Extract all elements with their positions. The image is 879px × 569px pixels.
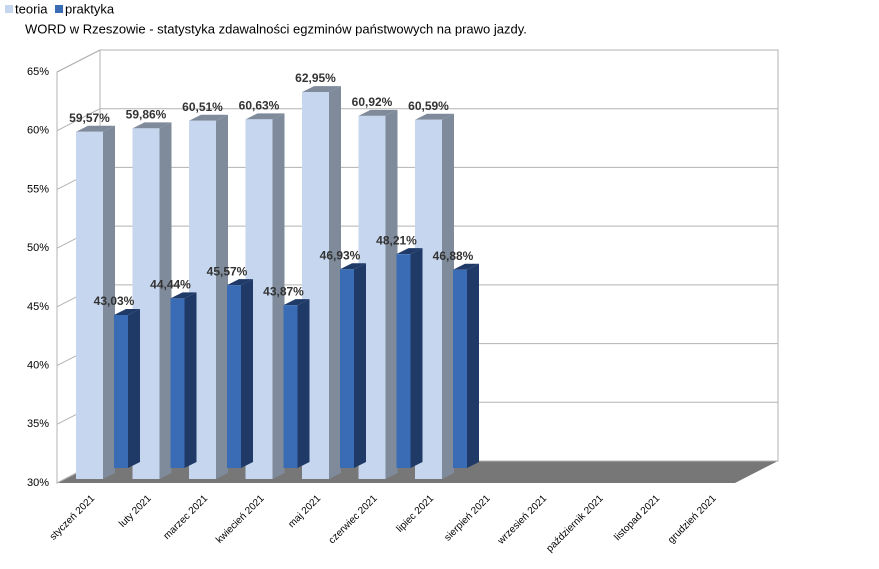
bar-top [114,308,140,315]
x-tick-label: marzec 2021 [162,493,211,542]
bar [340,269,354,468]
legend-label: teoria [15,1,48,16]
value-label: 62,95% [295,71,336,85]
x-tick-label: czerwiec 2021 [327,493,380,546]
legend-label: praktyka [65,1,115,16]
y-tick-label: 35% [27,418,49,430]
bar-top [132,122,172,129]
bar-side [128,308,140,468]
bar-side [410,248,423,468]
bar-side [272,113,285,479]
bar-side [241,279,253,468]
bar [76,131,103,479]
bar-top [453,263,479,270]
y-tick-label: 40% [27,359,49,371]
y-tick-label: 55% [27,183,49,195]
value-label: 44,44% [150,278,191,292]
x-tick-label: kwiecień 2021 [214,493,267,546]
y-tick-label: 60% [27,125,49,137]
bar-top [170,292,197,299]
bar-top [358,109,398,116]
bar-top [340,263,366,270]
value-label: 48,21% [376,233,417,247]
bar-side [103,125,115,479]
bar-side [297,299,310,468]
value-label: 43,03% [94,294,135,308]
value-label: 60,51% [182,100,223,114]
value-label: 43,87% [263,284,304,298]
x-tick-label: grudzień 2021 [666,493,719,546]
x-tick-label: lipiec 2021 [395,493,437,535]
bar-side [354,263,366,468]
value-label: 60,92% [352,95,393,109]
x-tick-label: styczeń 2021 [48,493,98,543]
x-tick-label: maj 2021 [286,493,323,530]
value-label: 60,59% [408,99,449,113]
value-label: 59,86% [126,108,167,122]
bar-side [329,86,341,479]
bar-top [283,299,310,306]
x-tick-label: sierpień 2021 [443,493,494,544]
bar-side [442,113,454,479]
legend-swatch [5,5,13,13]
value-label: 46,93% [320,248,361,262]
bar-side [467,263,479,468]
bar-top [396,248,423,255]
chart-title: WORD w Rzeszowie - statystyka zdawalnośc… [25,21,527,36]
y-tick-label: 50% [27,242,49,254]
x-tick-label: październik 2021 [544,493,606,555]
y-tick-label: 65% [27,66,49,78]
legend-swatch [55,5,63,13]
value-label: 45,57% [207,264,248,278]
bar [396,254,411,468]
bar [114,314,128,468]
bar-side [385,109,398,479]
bar [227,285,241,468]
bar-top [227,279,253,286]
bar [453,269,467,468]
bar-top [189,114,228,121]
bar [283,305,298,468]
grid-line-side [56,108,101,132]
grid-line-side [56,49,101,73]
x-tick-label: wrzesień 2021 [495,493,549,547]
bar-side [159,122,172,480]
x-tick-label: listopad 2021 [612,493,662,543]
x-tick-label: luty 2021 [117,493,154,530]
bar-side [216,114,228,479]
value-label: 60,63% [239,98,280,112]
y-tick-label: 30% [27,477,49,489]
y-tick-label: 45% [27,301,49,313]
bar-top [415,113,454,120]
bar-top [76,125,115,132]
bar-side [184,292,197,468]
bar-top [302,86,341,93]
value-label: 46,88% [433,249,474,263]
bar [170,298,185,468]
value-label: 59,57% [69,111,110,125]
bar-top [245,113,285,120]
